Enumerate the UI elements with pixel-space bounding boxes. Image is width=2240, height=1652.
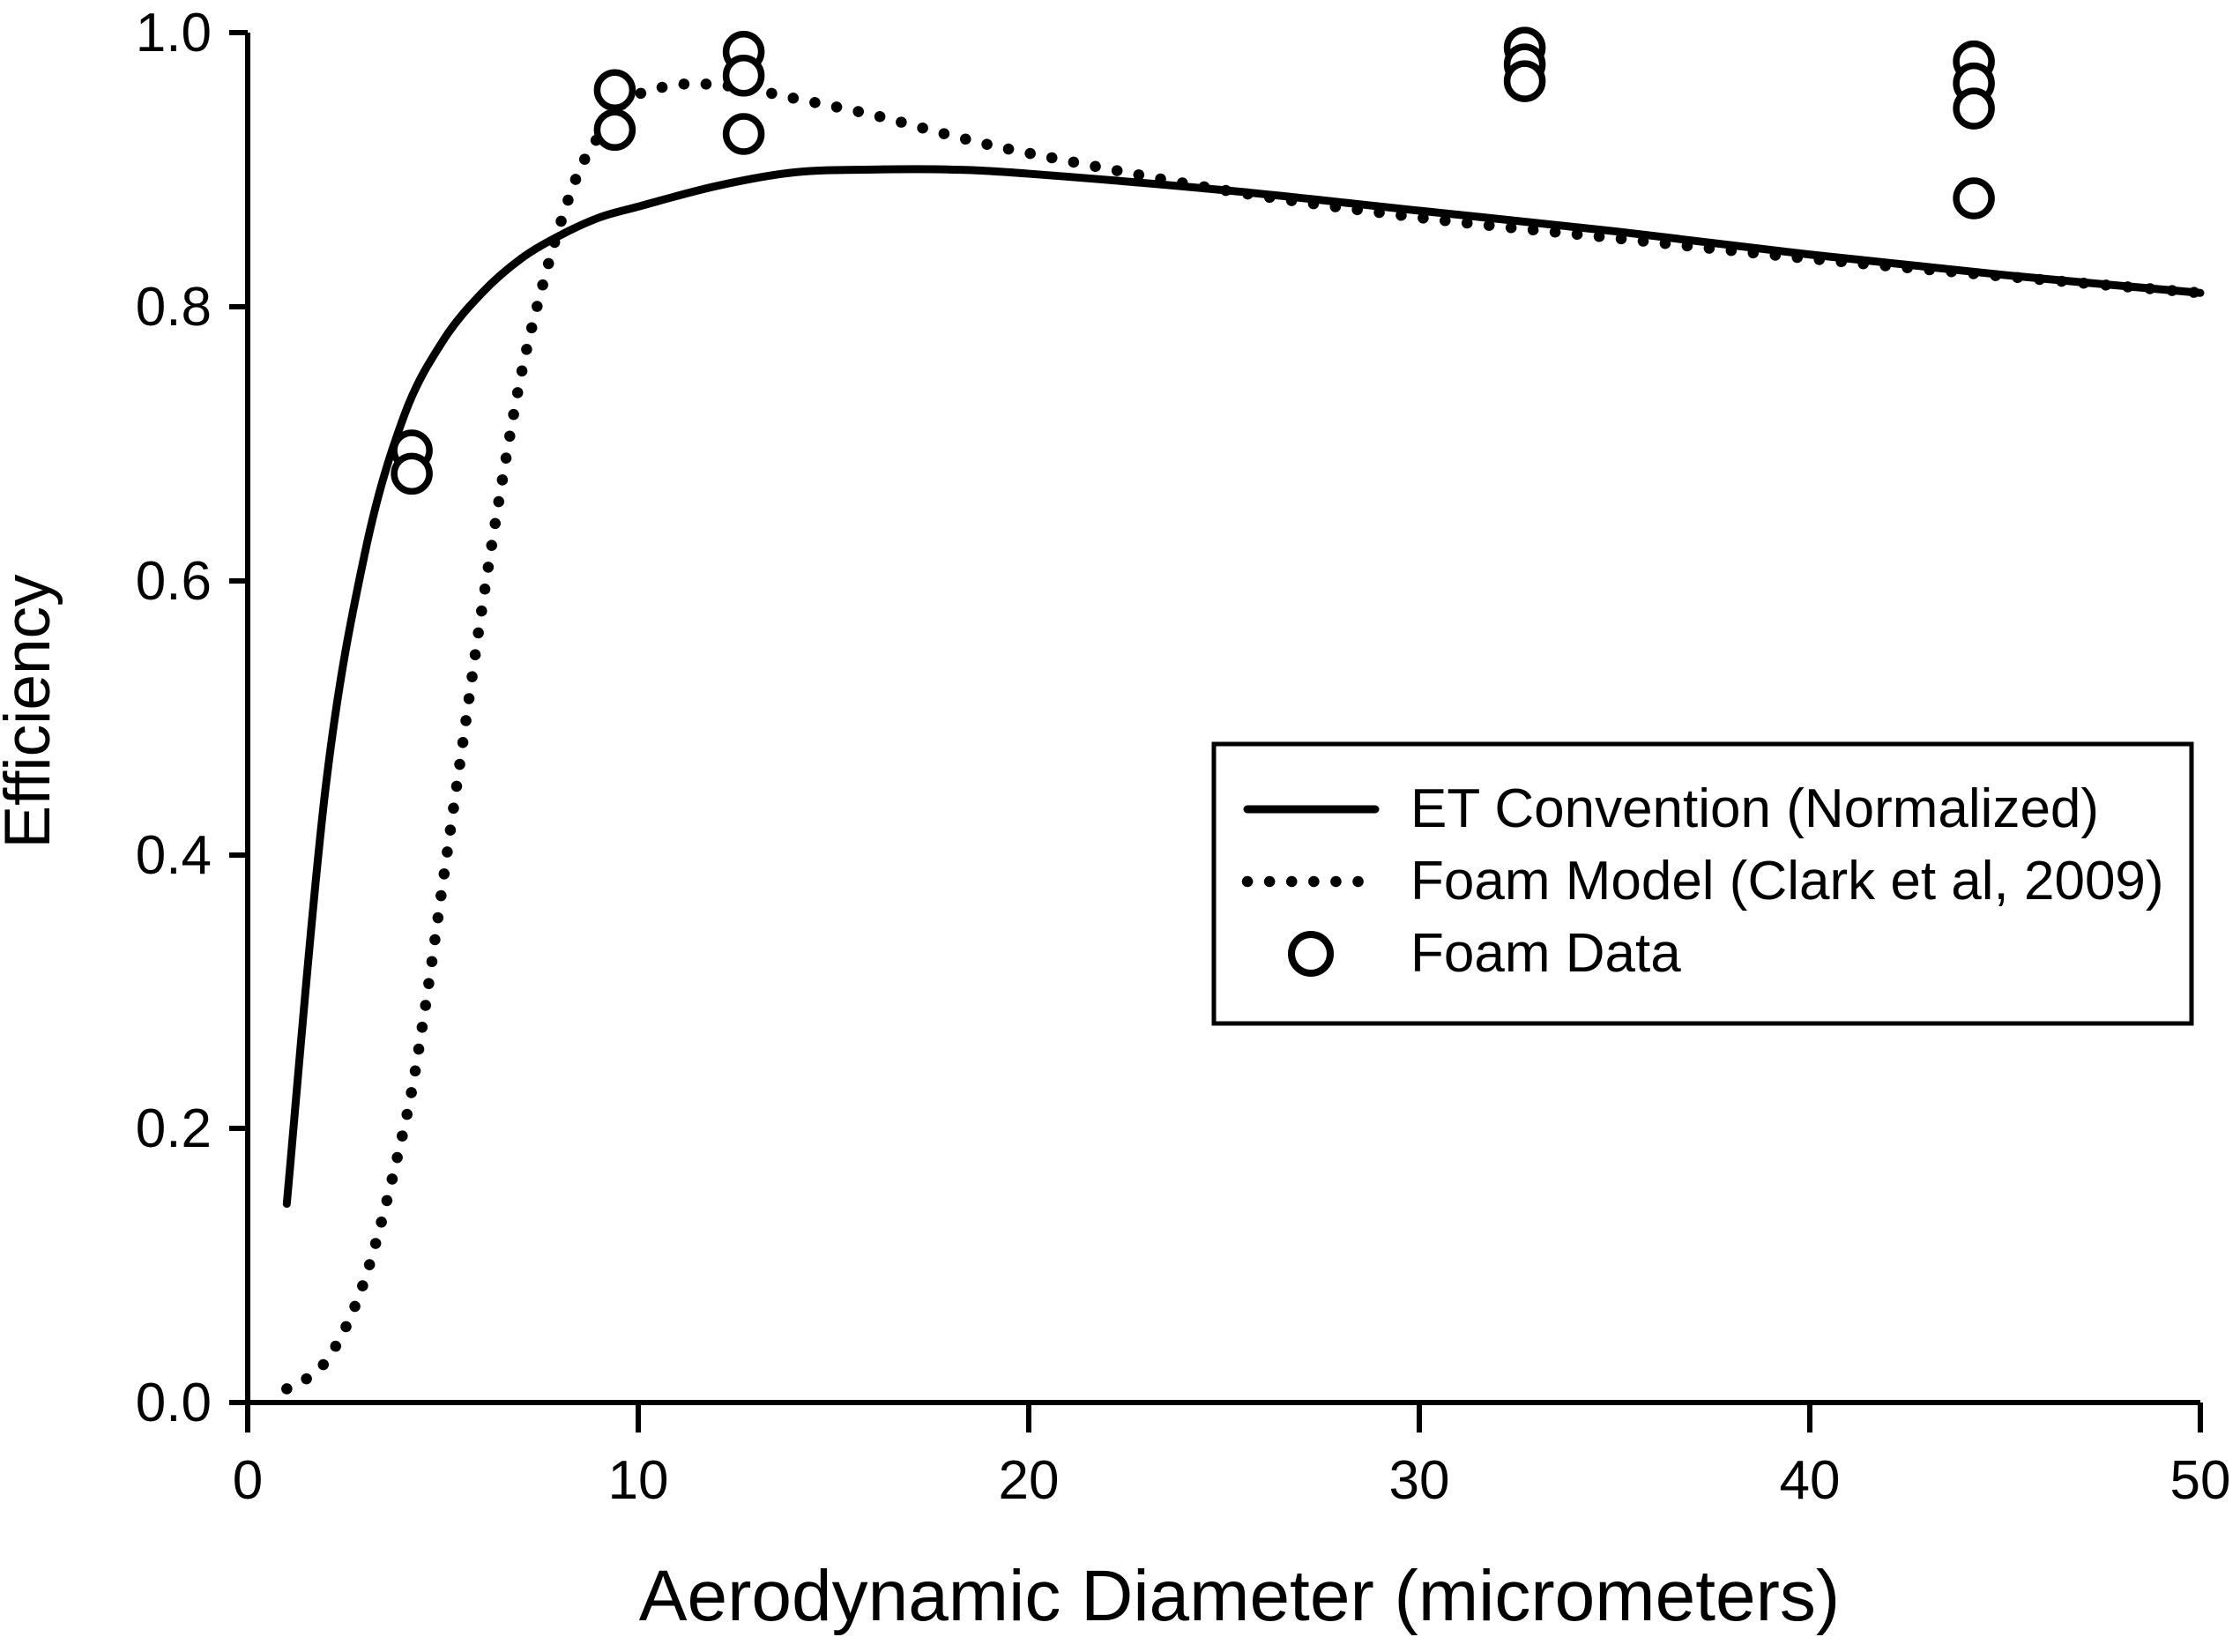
svg-text:30: 30 [1389, 1450, 1450, 1511]
svg-text:0.0: 0.0 [136, 1373, 212, 1433]
svg-text:50: 50 [2170, 1450, 2231, 1511]
svg-text:0: 0 [233, 1450, 263, 1511]
svg-text:ET Convention (Normalized): ET Convention (Normalized) [1410, 778, 2099, 839]
svg-text:Efficiency: Efficiency [0, 574, 63, 849]
svg-text:10: 10 [608, 1450, 669, 1511]
svg-text:0.4: 0.4 [136, 825, 212, 886]
svg-text:Aerodynamic Diameter (micromet: Aerodynamic Diameter (micrometers) [639, 1556, 1840, 1636]
svg-text:0.2: 0.2 [136, 1098, 212, 1159]
svg-text:20: 20 [999, 1450, 1060, 1511]
svg-text:Foam Model (Clark et al, 2009): Foam Model (Clark et al, 2009) [1410, 851, 2164, 912]
svg-text:1.0: 1.0 [136, 3, 212, 63]
svg-text:0.8: 0.8 [136, 277, 212, 338]
svg-text:0.6: 0.6 [136, 551, 212, 612]
svg-text:40: 40 [1780, 1450, 1841, 1511]
svg-text:Foam Data: Foam Data [1410, 923, 1681, 984]
